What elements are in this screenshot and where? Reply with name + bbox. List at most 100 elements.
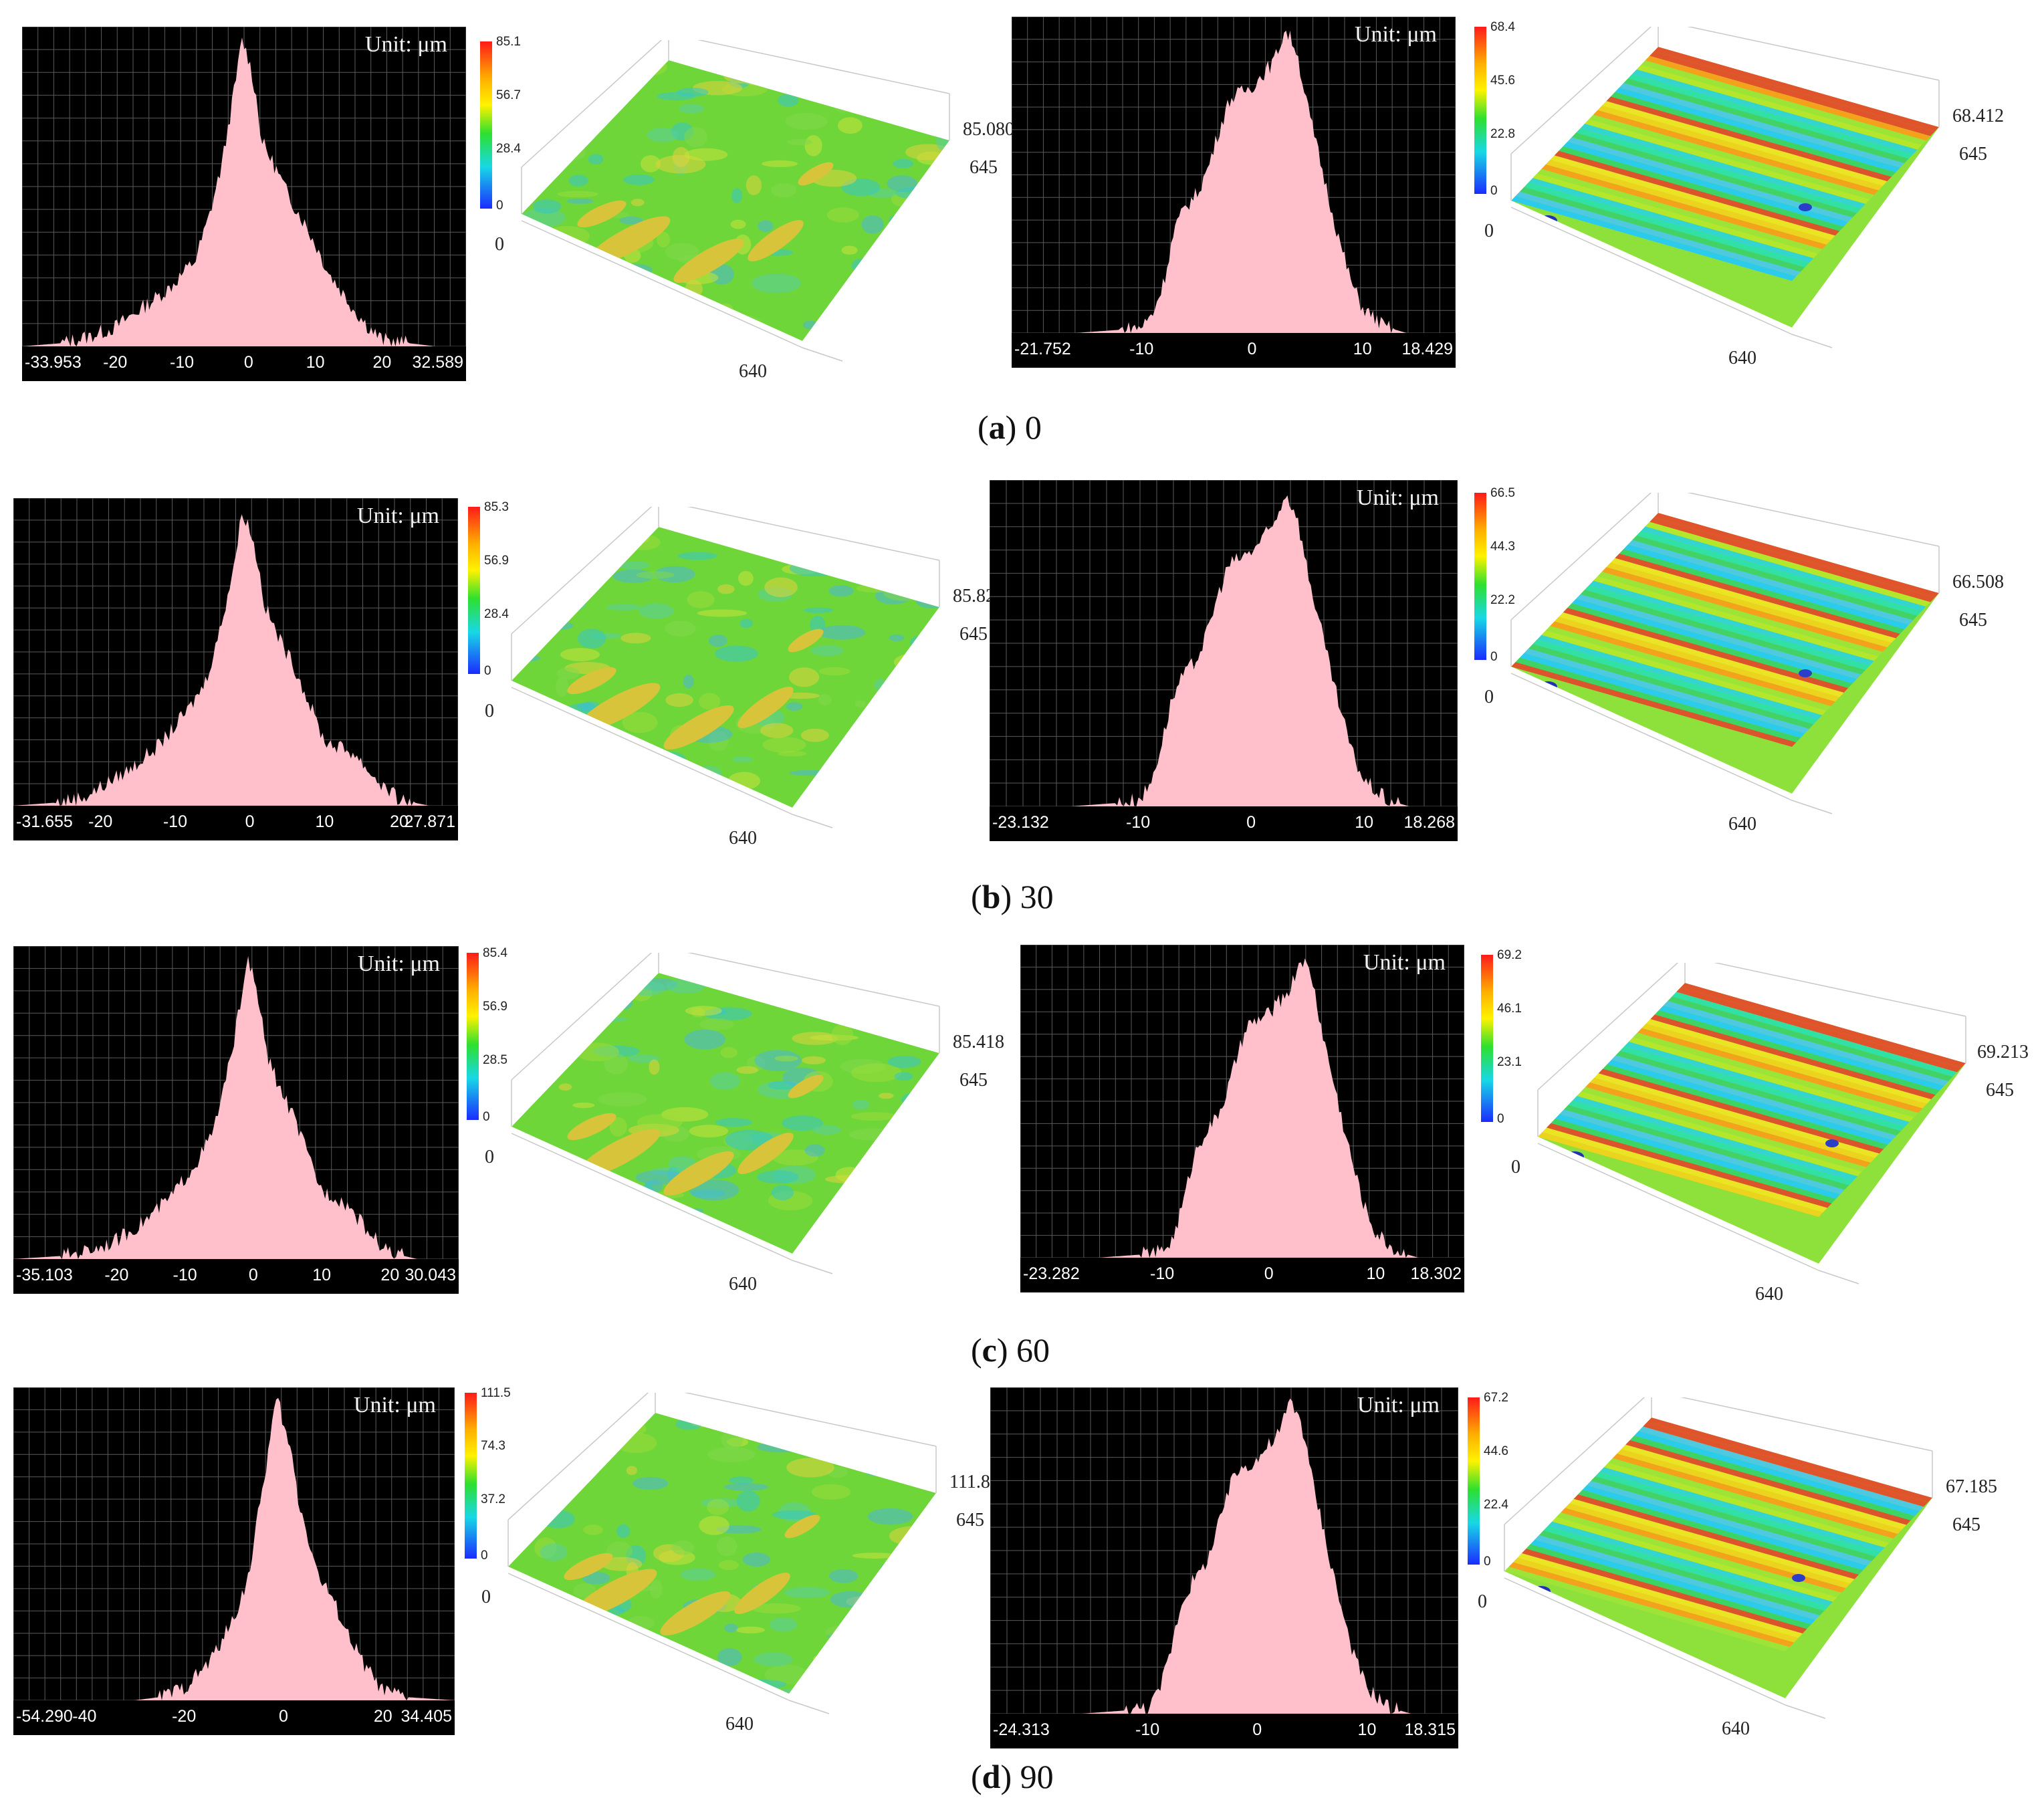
- surface-grain: [908, 1026, 937, 1036]
- panel-c-left-x-tick-label: -10: [173, 1266, 197, 1284]
- surface-grain: [878, 1427, 911, 1441]
- surface-grain: [930, 237, 949, 247]
- panel-d-right-axis-label-x: 640: [1722, 1718, 1750, 1739]
- panel-c-right-colorbar: [1481, 955, 1493, 1122]
- surface-grain: [825, 1625, 862, 1639]
- panel-d-left-unit-label: Unit: μm: [353, 1393, 436, 1417]
- surface-grain: [665, 693, 693, 707]
- surface-stripe: [1601, 101, 1888, 186]
- surface-grain: [853, 772, 871, 786]
- surface-stripe: [1572, 1096, 1858, 1181]
- panel-a-left-x-tick-label: -10: [169, 353, 195, 372]
- panel-b-left-unit-label: Unit: μm: [356, 503, 439, 528]
- surface-grain: [641, 155, 661, 173]
- panel-c-right-colorbar-label: 0: [1497, 1112, 1504, 1126]
- surface-stripe: [1627, 540, 1914, 625]
- surface-grain: [827, 207, 859, 223]
- surface-grain: [875, 1635, 915, 1653]
- panel-c-left-x-tick-label: 0: [248, 1266, 258, 1284]
- surface-grain: [654, 1222, 693, 1230]
- surface-grain: [897, 1117, 933, 1125]
- panel-b-right-colorbar-label: 0: [1490, 650, 1498, 664]
- surface-grain: [895, 187, 941, 200]
- panel-c-right-z-max-label: 69.213: [1977, 1042, 2029, 1062]
- surface-grain: [573, 1583, 596, 1598]
- surface-bump: [564, 1553, 613, 1581]
- surface-grain: [859, 575, 896, 586]
- panel-c-right-x-tick-label: 0: [1264, 1264, 1274, 1283]
- surface-grain: [746, 175, 762, 195]
- surface-grain: [879, 1093, 894, 1099]
- surface-bump: [737, 687, 794, 728]
- panel-d-right-colorbar-label: 22.4: [1484, 1498, 1508, 1512]
- surface-stripe: [1521, 1549, 1807, 1633]
- surface-stripe: [1654, 1010, 1940, 1095]
- surface-stripe: [1578, 1490, 1863, 1575]
- panel-a-left-axis-label-origin: 0: [495, 234, 504, 255]
- surface-grain: [859, 1254, 909, 1260]
- surface-grain: [665, 620, 696, 637]
- surface-grain: [811, 1484, 851, 1500]
- panel-c-left-x-tick-label: -20: [104, 1266, 129, 1284]
- surface-grain: [913, 760, 939, 780]
- surface-grain: [853, 338, 869, 341]
- panel-c-right-surface-3d: [1537, 963, 1966, 1284]
- caption-letter: d: [982, 1758, 1001, 1795]
- panel-a-right-x-tick-label: 0: [1247, 340, 1257, 358]
- panel-c-right-x-tick-label: 18.302: [1410, 1264, 1462, 1283]
- surface-grain: [514, 765, 553, 779]
- panel-a-left-x-tick-label: -33.953: [25, 353, 82, 372]
- surface-grain: [651, 1216, 681, 1225]
- surface-grain: [580, 1016, 629, 1022]
- panel-d-left-axis-label-origin: 0: [481, 1587, 491, 1607]
- surface-stripe: [1591, 1476, 1876, 1561]
- surface-grain: [836, 540, 883, 558]
- surface-stripe: [1561, 1508, 1846, 1593]
- panel-b-left-surface-base: [512, 527, 939, 808]
- surface-grain: [636, 774, 660, 781]
- frame-edge: [1510, 207, 1793, 335]
- surface-grain: [679, 104, 705, 114]
- surface-grain: [738, 570, 754, 586]
- panel-c-right-plot-area: [1020, 945, 1464, 1258]
- surface-grain: [729, 1476, 754, 1484]
- surface-stripe: [1577, 1091, 1862, 1177]
- panel-a-right-x-tick-label: -21.752: [1014, 340, 1071, 358]
- surface-stripe: [1623, 78, 1909, 164]
- surface-stripe: [1551, 1118, 1836, 1204]
- surface-bump: [660, 1591, 731, 1636]
- surface-grain: [803, 607, 834, 613]
- surface-stripe: [1599, 1467, 1885, 1553]
- panel-a-right-surface-3d: [1510, 27, 1940, 348]
- surface-grain: [868, 1631, 896, 1641]
- panel-c-left-plot-area: [13, 946, 459, 1259]
- surface-grain: [514, 1251, 562, 1254]
- surface-grain: [596, 1175, 624, 1185]
- frame-edge: [1510, 673, 1793, 801]
- surface-stripe: [1554, 150, 1840, 236]
- surface-grain: [774, 1688, 802, 1694]
- surface-stripe: [1535, 1535, 1820, 1620]
- surface-grain: [908, 1164, 928, 1181]
- frame-edge: [792, 1260, 833, 1274]
- surface-grain: [598, 1248, 614, 1254]
- panel-a-right-colorbar-label: 45.6: [1490, 74, 1515, 88]
- surface-stripe: [1615, 87, 1900, 173]
- panel-a-right-x-tick-label: -10: [1129, 340, 1154, 358]
- surface-grain: [563, 284, 610, 295]
- panel-a-right-histogram: Unit: μm -21.752 -10 0 10 18.429: [1012, 17, 1456, 368]
- panel-b-right-colorbar-label: 44.3: [1490, 540, 1515, 554]
- surface-grain: [626, 1466, 637, 1476]
- panel-d-right-x-tick-label: 10: [1357, 1720, 1377, 1739]
- surface-grain: [720, 1047, 737, 1058]
- surface-stripe: [1556, 1512, 1842, 1597]
- surface-stripe: [1641, 1023, 1927, 1109]
- surface-grain: [557, 191, 598, 198]
- surface-grain: [585, 64, 621, 71]
- surface-grain: [629, 981, 666, 996]
- surface-grain: [806, 792, 828, 804]
- surface-stripe: [1598, 1068, 1884, 1154]
- panel-b-right-distribution-area: [990, 495, 1458, 806]
- panel-d-right-axis-label-origin: 0: [1478, 1591, 1487, 1612]
- surface-grain: [855, 700, 866, 708]
